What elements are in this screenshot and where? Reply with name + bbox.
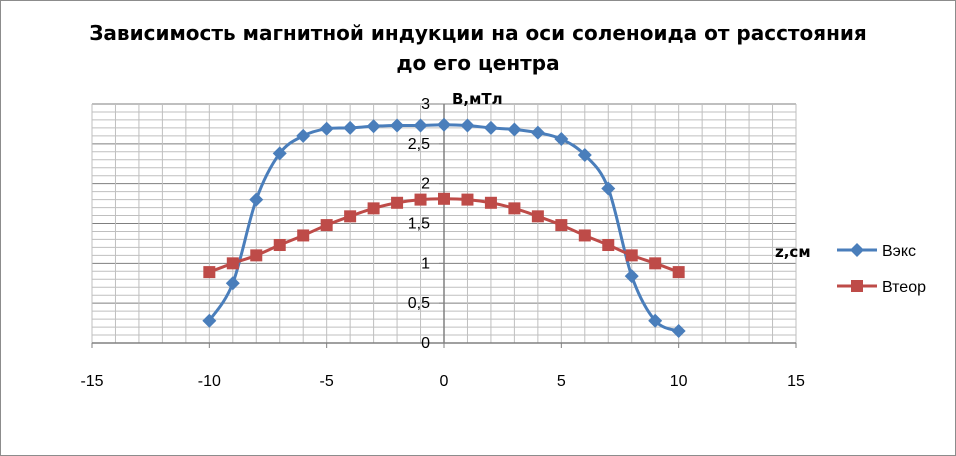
data-point-square: [391, 196, 404, 209]
legend-item-series-2: Втеор: [837, 279, 926, 296]
data-point-square: [484, 196, 497, 209]
legend-marker-diamond: [850, 243, 864, 257]
data-point-diamond: [343, 120, 358, 135]
data-point-square: [438, 192, 450, 205]
data-point-diamond: [530, 125, 545, 140]
y-tick-label: 0: [421, 335, 430, 352]
x-tick-label: -10: [198, 373, 221, 390]
data-point-diamond: [507, 122, 522, 137]
data-point-diamond: [601, 181, 616, 196]
data-point-square: [250, 249, 263, 262]
data-point-diamond: [202, 313, 217, 328]
data-point-diamond: [648, 313, 663, 328]
data-point-square: [555, 219, 568, 232]
data-point-square: [508, 202, 521, 215]
data-point-diamond: [483, 120, 498, 135]
data-point-diamond: [671, 324, 686, 339]
data-point-square: [344, 210, 357, 223]
data-point-square: [578, 229, 591, 242]
data-point-square: [273, 239, 286, 252]
data-point-square: [367, 202, 380, 215]
data-point-diamond: [437, 117, 451, 132]
data-point-square: [414, 193, 427, 206]
x-tick-label: 0: [440, 373, 449, 390]
data-point-square: [297, 229, 310, 242]
legend: Вэкс Втеор: [837, 243, 926, 296]
data-point-square: [320, 219, 333, 232]
data-point-diamond: [413, 118, 428, 133]
y-tick-label: 2: [421, 176, 430, 193]
data-point-diamond: [460, 118, 475, 133]
data-point-square: [649, 257, 662, 270]
data-point-square: [602, 239, 615, 252]
y-tick-label: 1: [421, 255, 430, 272]
legend-label-series-1: Вэкс: [882, 243, 916, 260]
series-1: [202, 117, 686, 339]
data-point-diamond: [272, 146, 287, 161]
data-point-square: [531, 210, 544, 223]
axes: [91, 103, 797, 348]
x-tick-label: -15: [80, 373, 103, 390]
x-tick-label: -5: [320, 373, 334, 390]
series-2: [203, 192, 685, 279]
data-point-square: [226, 257, 239, 270]
data-point-diamond: [390, 118, 405, 133]
data-point-diamond: [577, 147, 592, 162]
data-point-diamond: [624, 269, 639, 284]
data-point-diamond: [366, 119, 381, 134]
y-tick-label: 0,5: [408, 295, 430, 312]
x-tick-label: 5: [557, 373, 566, 390]
data-point-diamond: [554, 132, 569, 147]
y-tick-label: 2,5: [408, 136, 430, 153]
legend-label-series-2: Втеор: [882, 279, 926, 296]
data-point-square: [625, 249, 638, 262]
data-point-square: [203, 266, 216, 279]
data-point-diamond: [296, 128, 311, 143]
x-tick-label: 10: [670, 373, 688, 390]
y-tick-label: 3: [421, 96, 430, 113]
x-tick-label: 15: [787, 373, 805, 390]
series-layer: [202, 117, 686, 339]
chart-title-line-2: до его центра: [396, 51, 559, 75]
y-tick-labels: 0 0,5 1 1,5 2 2,5 3: [408, 96, 430, 352]
data-point-diamond: [225, 276, 240, 291]
y-axis-label: B,мТл: [452, 90, 503, 108]
chart-title-line-1: Зависимость магнитной индукции на оси со…: [89, 21, 867, 45]
legend-item-series-1: Вэкс: [837, 243, 916, 260]
legend-marker-square: [851, 280, 863, 292]
x-axis-label: z,см: [775, 243, 811, 261]
x-tick-labels: -15 -10 -5 0 5 10 15: [80, 373, 805, 390]
y-tick-label: 1,5: [408, 216, 430, 233]
data-point-square: [672, 266, 685, 279]
data-point-diamond: [249, 192, 264, 207]
data-point-diamond: [319, 121, 334, 136]
data-point-square: [461, 193, 474, 206]
